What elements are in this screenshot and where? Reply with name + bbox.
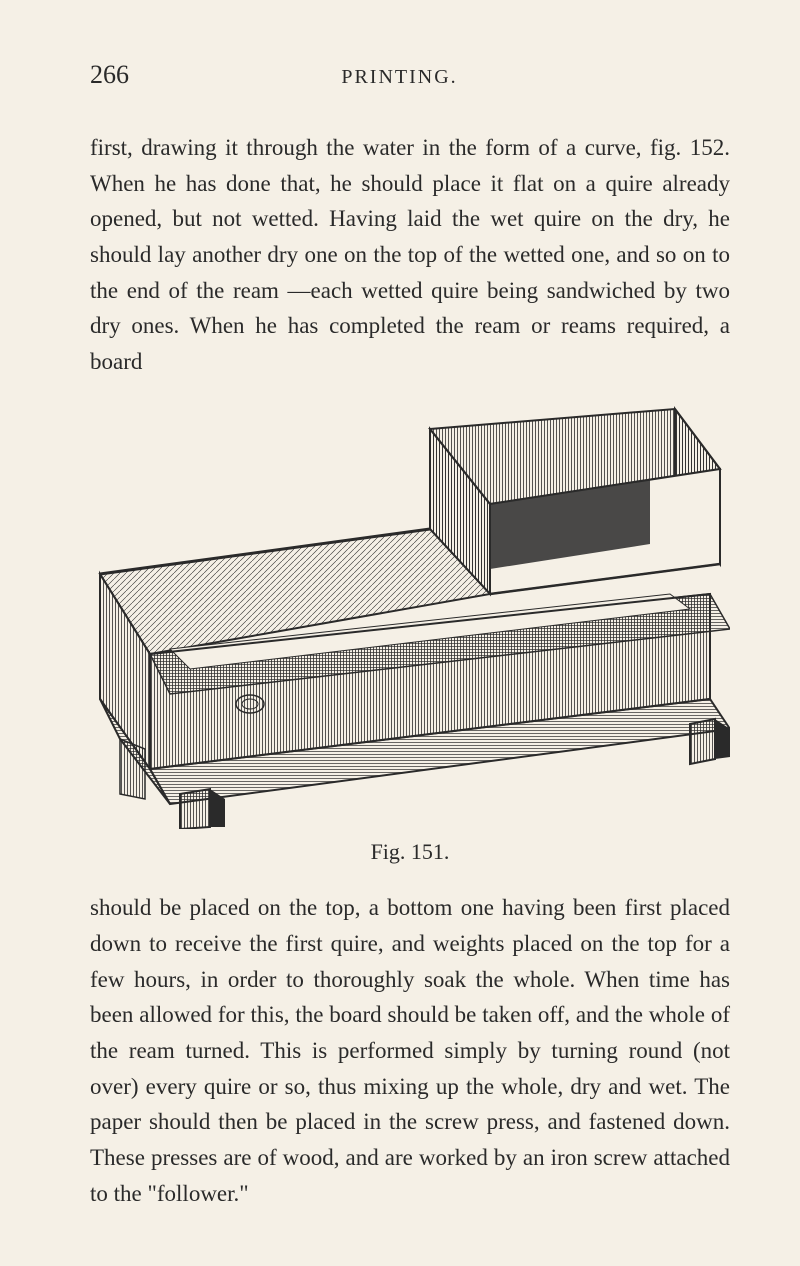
paragraph-1: first, drawing it through the water in t…: [90, 130, 730, 379]
figure-caption: Fig. 151.: [90, 839, 730, 865]
paragraph-2: should be placed on the top, a bottom on…: [90, 890, 730, 1211]
page-header: 266 PRINTING.: [90, 60, 730, 90]
page-title: PRINTING.: [129, 66, 670, 89]
figure-151: [90, 399, 730, 834]
wetting-trough-engraving: [90, 399, 730, 829]
page-number: 266: [90, 60, 129, 90]
